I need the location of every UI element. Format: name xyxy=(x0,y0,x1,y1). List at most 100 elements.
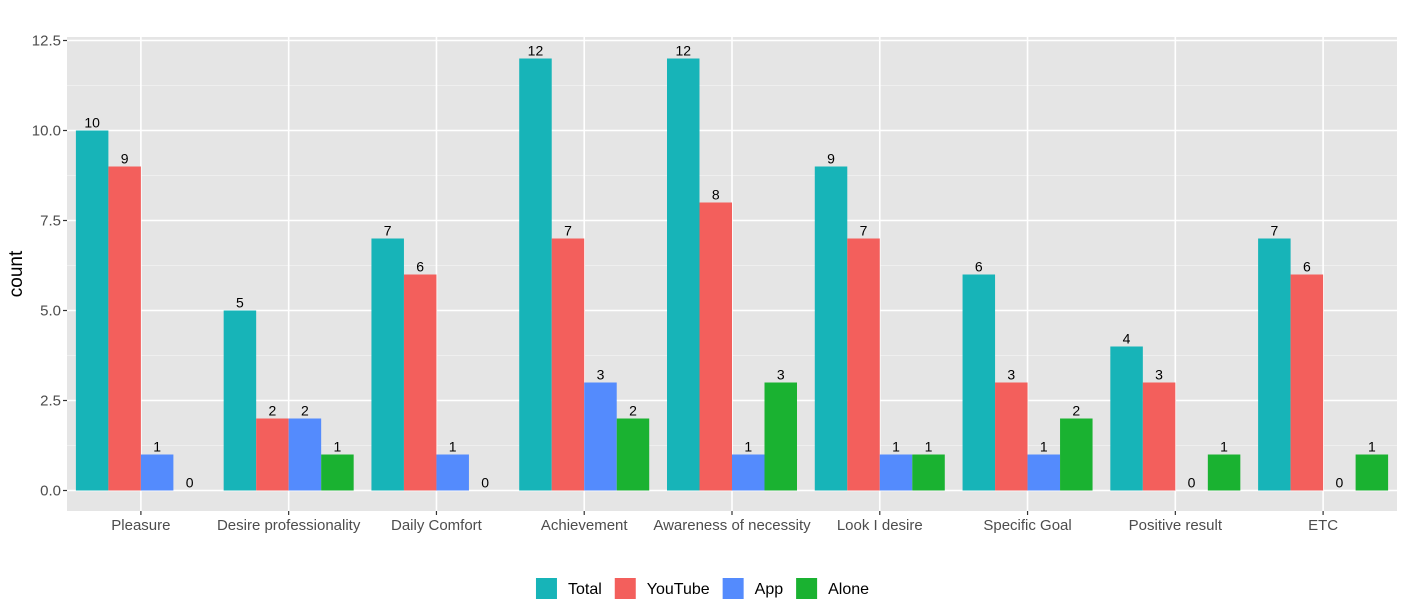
x-tick-label: ETC xyxy=(1308,517,1338,534)
bar-value-label: 3 xyxy=(777,367,785,383)
bar-value-label: 3 xyxy=(597,367,605,383)
x-tick-label: Positive result xyxy=(1129,517,1223,534)
bar-value-label: 4 xyxy=(1123,331,1131,347)
bar-total xyxy=(75,130,109,491)
bar-app xyxy=(879,454,913,491)
bar-value-label: 6 xyxy=(975,259,983,275)
bar-value-label: 9 xyxy=(827,151,835,167)
y-axis-title: count xyxy=(6,250,27,297)
legend-label: App xyxy=(755,581,784,598)
bar-value-label: 7 xyxy=(860,223,868,239)
bar-total xyxy=(519,58,552,491)
bar-app xyxy=(1027,454,1061,491)
y-axis: 0.0 2.5 5.0 7.5 10.0 12.5 xyxy=(32,33,67,500)
bar-value-label: 1 xyxy=(1040,439,1048,455)
bar-youtube xyxy=(847,238,880,491)
bar-alone xyxy=(1060,418,1093,491)
bar-alone xyxy=(321,454,354,491)
legend-label: YouTube xyxy=(647,581,710,598)
y-tick-label: 7.5 xyxy=(40,213,61,230)
bar-value-label: 2 xyxy=(269,403,277,419)
x-tick-label: Awareness of necessity xyxy=(653,517,811,534)
bars xyxy=(75,58,1389,491)
bar-youtube xyxy=(403,274,437,491)
bar-app xyxy=(436,454,469,491)
bar-youtube xyxy=(1290,274,1324,491)
bar-youtube xyxy=(995,382,1028,491)
legend-label: Total xyxy=(568,581,602,598)
bar-value-label: 9 xyxy=(121,151,129,167)
bar-alone xyxy=(764,382,797,491)
bar-total xyxy=(1110,346,1143,491)
y-tick-label: 12.5 xyxy=(32,33,61,50)
bar-alone xyxy=(1355,454,1389,491)
legend-item-alone[interactable]: Alone xyxy=(796,578,869,599)
bar-alone xyxy=(616,418,650,491)
legend-item-youtube[interactable]: YouTube xyxy=(614,578,710,599)
bar-value-label: 2 xyxy=(301,403,309,419)
bar-total xyxy=(1258,238,1291,491)
legend[interactable]: Total YouTube App Alone xyxy=(535,578,869,599)
bar-total xyxy=(371,238,404,491)
bar-youtube xyxy=(108,166,141,491)
x-tick-label: Daily Comfort xyxy=(391,517,483,534)
x-tick-label: Desire professionality xyxy=(217,517,361,534)
bar-value-label: 7 xyxy=(564,223,572,239)
legend-key xyxy=(614,578,636,599)
bar-value-label: 1 xyxy=(1368,439,1376,455)
bar-youtube xyxy=(1142,382,1176,491)
y-tick-label: 10.0 xyxy=(32,123,61,140)
bar-value-label: 10 xyxy=(84,115,100,131)
bar-value-label: 6 xyxy=(1303,259,1311,275)
bar-value-label: 12 xyxy=(528,43,544,59)
bar-value-label: 3 xyxy=(1007,367,1015,383)
legend-key xyxy=(535,578,557,599)
bar-value-label: 1 xyxy=(744,439,752,455)
y-tick-label: 2.5 xyxy=(40,393,61,410)
bar-value-label: 7 xyxy=(1270,223,1278,239)
bar-value-label: 8 xyxy=(712,187,720,203)
bar-total xyxy=(962,274,996,491)
bar-value-label: 2 xyxy=(1072,403,1080,419)
legend-item-total[interactable]: Total xyxy=(535,578,602,599)
bar-youtube xyxy=(551,238,585,491)
bar-value-label: 12 xyxy=(675,43,691,59)
x-tick-label: Specific Goal xyxy=(983,517,1071,534)
bar-value-label: 2 xyxy=(629,403,637,419)
bar-value-label: 0 xyxy=(1188,475,1196,491)
bar-value-label: 0 xyxy=(481,475,489,491)
bar-total xyxy=(667,58,700,491)
bar-youtube xyxy=(699,202,732,491)
x-tick-label: Look I desire xyxy=(837,517,923,534)
x-tick-label: Achievement xyxy=(541,517,629,534)
bar-value-label: 5 xyxy=(236,295,244,311)
bar-app xyxy=(584,382,617,491)
y-tick-label: 0.0 xyxy=(40,483,61,500)
x-axis: Pleasure Desire professionality Daily Comf… xyxy=(111,511,1338,534)
bar-value-label: 0 xyxy=(186,475,194,491)
bar-total xyxy=(814,166,848,491)
x-tick-label: Pleasure xyxy=(111,517,170,534)
legend-label: Alone xyxy=(828,581,869,598)
bar-value-label: 1 xyxy=(153,439,161,455)
legend-key xyxy=(796,578,818,599)
bar-value-label: 1 xyxy=(925,439,933,455)
bar-value-label: 1 xyxy=(1220,439,1228,455)
bar-alone xyxy=(912,454,945,491)
legend-key xyxy=(722,578,744,599)
bar-value-label: 1 xyxy=(334,439,342,455)
legend-item-app[interactable]: App xyxy=(722,578,784,599)
bar-value-label: 1 xyxy=(892,439,900,455)
bar-total xyxy=(223,310,257,491)
bar-app xyxy=(732,454,765,491)
y-tick-label: 5.0 xyxy=(40,303,61,320)
bar-youtube xyxy=(256,418,289,491)
bar-alone xyxy=(1207,454,1241,491)
bar-value-label: 6 xyxy=(416,259,424,275)
bar-app xyxy=(140,454,174,491)
bar-value-label: 1 xyxy=(449,439,457,455)
bar-app xyxy=(288,418,322,491)
